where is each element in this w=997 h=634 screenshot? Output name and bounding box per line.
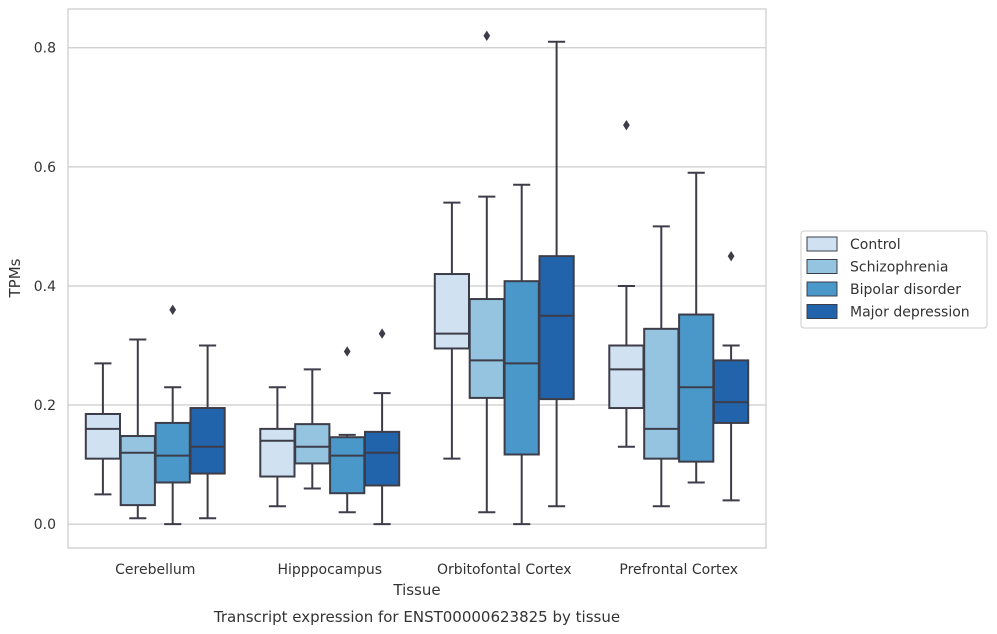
iqr-box — [294, 423, 331, 465]
legend-item: Bipolar disorder — [806, 281, 961, 298]
box-0-2 — [154, 304, 191, 526]
iqr-box — [643, 327, 680, 460]
box-1-3 — [363, 328, 401, 526]
legend-frame — [800, 230, 988, 329]
iqr-box — [503, 280, 540, 456]
y-tick-label: 0.0 — [34, 517, 56, 533]
legend-label: Bipolar disorder — [850, 282, 961, 298]
x-tick-label: Orbitofontal Cortex — [437, 562, 572, 578]
box-3-1 — [643, 225, 680, 508]
iqr-box — [189, 407, 226, 475]
y-tick-label: 0.6 — [34, 160, 56, 176]
box-0-0 — [84, 362, 122, 496]
legend-label: Control — [850, 237, 901, 253]
iqr-box — [433, 273, 471, 350]
iqr-box — [468, 298, 505, 399]
iqr-box — [608, 344, 645, 410]
box-3-3 — [712, 250, 750, 502]
legend: Control Schizophrenia Bipolar disorder Majo… — [800, 230, 988, 329]
legend-item: Control — [806, 236, 901, 253]
box-2-1 — [468, 30, 505, 514]
box-2-0 — [433, 201, 471, 460]
legend-label: Major depression — [850, 305, 970, 321]
y-tick-label: 0.2 — [34, 398, 56, 414]
boxes — [84, 30, 750, 526]
y-axis-label: TPMs — [6, 258, 24, 298]
x-tick-label: Cerebellum — [115, 562, 195, 578]
outlier-point — [343, 346, 351, 357]
iqr-box — [712, 359, 750, 424]
legend-swatch — [806, 259, 838, 274]
iqr-box — [259, 427, 296, 478]
x-tick-labels: Cerebellum Hipppocampus Orbitofontal Corte… — [115, 562, 738, 578]
box-3-0 — [608, 119, 645, 448]
outlier-point — [727, 250, 735, 262]
y-tick-labels: 0.0 0.2 0.4 0.6 0.8 — [34, 41, 56, 533]
legend-swatch — [806, 281, 838, 297]
iqr-box — [84, 412, 122, 460]
legend-swatch — [806, 304, 838, 319]
box-2-3 — [538, 40, 575, 508]
x-tick-label: Hipppocampus — [277, 562, 382, 578]
iqr-box — [363, 430, 401, 487]
outlier-point — [623, 119, 630, 131]
iqr-box — [119, 435, 156, 507]
box-1-2 — [329, 346, 366, 514]
box-2-2 — [503, 183, 540, 526]
box-0-3 — [189, 344, 226, 520]
outlier-point — [169, 304, 177, 315]
legend-label: Schizophrenia — [850, 260, 948, 276]
x-tick-label: Prefrontal Cortex — [619, 562, 738, 578]
legend-item: Major depression — [806, 304, 970, 321]
grid-lines — [68, 47, 766, 525]
iqr-box — [538, 255, 575, 401]
iqr-box — [154, 421, 191, 484]
outlier-point — [378, 328, 386, 339]
iqr-box — [329, 436, 366, 495]
x-axis-label: Tissue — [392, 581, 440, 599]
legend-item: Schizophrenia — [806, 259, 948, 276]
legend-swatch — [806, 236, 838, 252]
figure-caption: Transcript expression for ENST0000062382… — [213, 608, 620, 626]
box-1-1 — [294, 368, 331, 490]
box-1-0 — [259, 386, 296, 508]
outlier-point — [483, 30, 491, 41]
y-tick-label: 0.8 — [34, 41, 56, 57]
y-tick-label: 0.4 — [34, 279, 56, 295]
plot-frame — [67, 8, 767, 549]
